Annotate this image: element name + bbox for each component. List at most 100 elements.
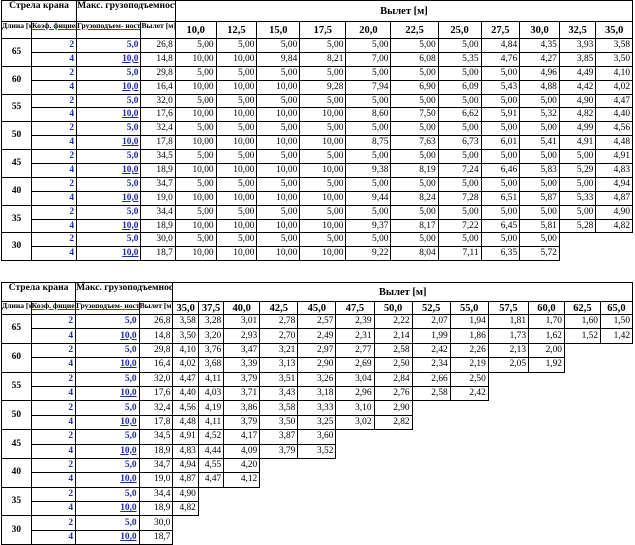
empty-cell — [412, 430, 450, 444]
length-header: Длина [м] — [0, 21, 33, 39]
value-cell: 5,29 — [558, 163, 597, 178]
value-cell: 5,00 — [256, 232, 301, 248]
value-cell: 10,00 — [256, 163, 301, 178]
value-cell: 4,83 — [595, 163, 633, 178]
coef-header: Коэф. фициент — [31, 21, 78, 39]
table-row: 50 2 5,0 32,4 5,00 5,00 5,00 5,00 5,00 5,00 5,00 5,… — [0, 121, 633, 151]
coef-cell: 4 — [31, 163, 78, 178]
value-cell: 3,25 — [297, 414, 337, 431]
coef-cell: 2 — [31, 176, 78, 192]
load-cell: 10,0 — [76, 135, 142, 151]
value-cell: 2,77 — [335, 342, 375, 359]
empty-cell — [600, 386, 632, 400]
value-cell: 2,14 — [373, 328, 413, 344]
load-cell: 10,0 — [76, 246, 142, 262]
empty-cell — [298, 516, 336, 530]
value-cell: 3,79 — [259, 443, 299, 459]
value-cell: 5,00 — [345, 149, 392, 165]
value-cell: 2,66 — [411, 371, 451, 387]
load-cell: 5,0 — [76, 93, 142, 109]
value-cell: 10,00 — [174, 135, 217, 151]
table-row: 60 2 5,0 29,8 4,10 3,76 3,47 3,21 2,97 2,77 2,58 2,… — [1, 342, 633, 373]
reach-value-header: 10,0 — [174, 21, 217, 39]
value-cell: 5,00 — [390, 93, 439, 109]
value-cell: 4,03 — [197, 385, 225, 402]
table-row: 4 10,0 18,7 — [2, 529, 633, 545]
empty-cell — [596, 247, 633, 261]
value-cell: 2,70 — [259, 328, 299, 344]
reach-value-header: 57,5 — [487, 301, 530, 315]
reach-cell: 18,7 — [138, 529, 174, 545]
empty-cell — [450, 444, 488, 458]
value-cell: 5,00 — [390, 149, 439, 165]
table-row: 4 10,0 17,8 4,48 4,11 3,79 3,50 3,25 3,02 2,82 — [2, 414, 633, 431]
coef-cell: 2 — [31, 38, 78, 53]
value-cell: 10,00 — [299, 190, 347, 206]
boom-length-cell: 60 — [1, 342, 32, 373]
value-cell: 5,00 — [390, 38, 439, 53]
coef-cell: 4 — [30, 328, 77, 344]
value-cell: 9,44 — [345, 190, 392, 206]
value-cell: 5,00 — [174, 149, 217, 165]
value-cell: 6,09 — [437, 79, 482, 95]
value-cell: 9,37 — [345, 218, 392, 234]
value-cell: 3,50 — [595, 51, 633, 67]
reach-value-header: 30,0 — [519, 21, 560, 39]
value-cell: 4,02 — [595, 79, 633, 95]
value-cell: 5,00 — [480, 149, 521, 165]
value-cell: 3,58 — [172, 313, 199, 330]
reach-cell: 32,4 — [140, 121, 176, 137]
table-row: 45 2 5,0 34,5 4,91 4,52 4,17 3,87 3,60 — [1, 429, 633, 459]
load-cell: 10,0 — [75, 385, 140, 402]
value-cell: 5,00 — [174, 232, 217, 248]
empty-cell — [336, 473, 374, 487]
value-cell: 5,00 — [174, 65, 217, 81]
coef-cell: 4 — [30, 357, 77, 373]
reach-value-header: 62,5 — [563, 301, 601, 315]
value-cell: 2,07 — [411, 313, 451, 330]
value-cell: 4,87 — [172, 472, 199, 488]
empty-cell — [450, 473, 488, 487]
value-cell: 2,69 — [335, 357, 375, 373]
empty-cell — [564, 372, 600, 386]
table-row: 4 10,0 14,8 10,00 10,00 9,84 8,21 7,00 6,08 5,35 4… — [2, 51, 633, 67]
value-cell: 5,00 — [215, 121, 258, 137]
value-cell: 5,00 — [345, 121, 392, 137]
value-cell: 10,00 — [215, 107, 258, 123]
coef-cell: 4 — [31, 107, 78, 123]
value-cell: 5,00 — [480, 204, 521, 220]
value-cell: 3,76 — [197, 342, 225, 359]
value-cell: 5,00 — [519, 149, 560, 165]
empty-cell — [298, 473, 336, 487]
value-cell: 2,31 — [335, 328, 375, 344]
value-cell: 5,33 — [558, 190, 597, 206]
empty-cell — [336, 458, 374, 472]
value-cell: 4,76 — [480, 51, 521, 67]
empty-cell — [529, 502, 565, 516]
load-cell: 10,0 — [75, 501, 140, 517]
value-cell: 5,00 — [345, 65, 392, 81]
value-cell: 1,70 — [528, 313, 565, 330]
load-cell: 10,0 — [75, 357, 140, 373]
value-cell: 3,85 — [558, 51, 597, 67]
load-cell: 5,0 — [75, 515, 140, 531]
value-cell: 3,28 — [197, 313, 225, 330]
coef-cell: 2 — [30, 371, 77, 387]
coef-cell: 4 — [30, 529, 77, 545]
reach-value-header: 50,0 — [373, 301, 413, 315]
value-cell: 2,58 — [411, 385, 451, 402]
reach-title: Вылет [м] — [172, 282, 633, 302]
empty-cell — [412, 530, 450, 544]
value-cell: 9,28 — [299, 79, 347, 95]
empty-cell — [224, 530, 260, 544]
empty-cell — [600, 401, 632, 415]
load-cell: 5,0 — [76, 121, 142, 137]
value-cell: 3,18 — [297, 385, 337, 402]
value-cell: 2,96 — [335, 385, 375, 402]
boom-length-cell: 65 — [1, 314, 32, 344]
reach-cell: 18,9 — [140, 163, 176, 178]
value-cell: 1,50 — [599, 313, 634, 330]
reach-cell: 29,8 — [138, 342, 174, 359]
table-row: 4 10,0 17,6 10,00 10,00 10,00 10,00 8,60 7,50 6,6… — [2, 107, 633, 123]
value-cell: 2,82 — [373, 414, 413, 431]
